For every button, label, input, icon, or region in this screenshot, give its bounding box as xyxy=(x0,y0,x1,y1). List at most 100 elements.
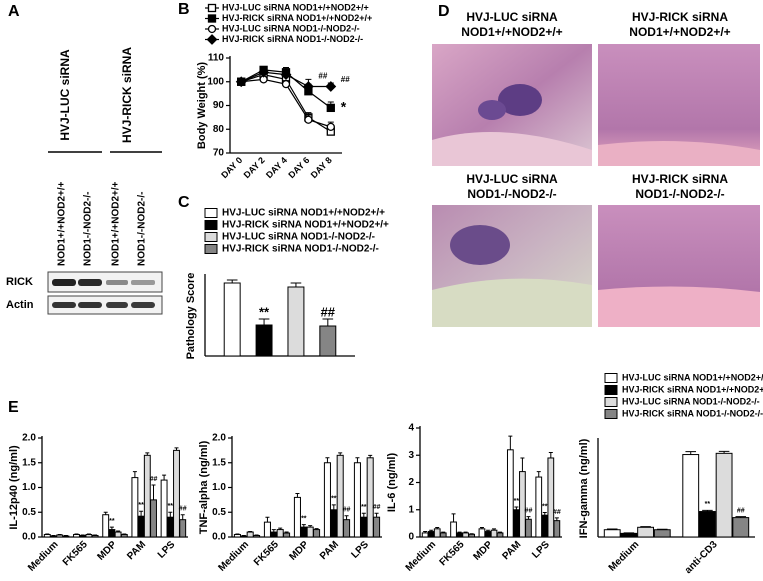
bar xyxy=(468,533,476,538)
bar xyxy=(160,479,168,538)
y-tick-label: 0.0 xyxy=(212,532,226,543)
panel-label: A xyxy=(8,3,20,20)
bar xyxy=(421,532,429,538)
bar xyxy=(653,529,671,538)
bar xyxy=(79,535,87,538)
group-label: HVJ-RICK siRNA xyxy=(120,47,134,143)
bar xyxy=(698,511,716,538)
y-tick-label: 0.5 xyxy=(22,507,36,518)
error-bar xyxy=(485,529,490,532)
bar xyxy=(293,496,301,538)
bar xyxy=(366,457,374,538)
legend-label: HVJ-LUC siRNA NOD1+/+NOD2+/+ xyxy=(622,372,763,382)
bar xyxy=(462,532,469,538)
bar xyxy=(319,325,337,357)
y-tick-label: 1.5 xyxy=(212,457,226,468)
x-tick-label: anti-CD3 xyxy=(683,539,720,576)
y-axis-label: IL-12p40 (ng/ml) xyxy=(8,445,20,530)
annotation: ** xyxy=(138,502,144,509)
x-tick-label: MDP xyxy=(95,539,119,563)
marker xyxy=(207,3,217,13)
error-bar xyxy=(344,515,349,520)
legend-swatch xyxy=(204,220,218,230)
error-bar xyxy=(451,513,456,523)
error-bar xyxy=(322,318,334,326)
bar xyxy=(732,517,750,538)
y-tick-label: 0 xyxy=(408,532,414,543)
annotation: ## xyxy=(179,506,187,513)
bar xyxy=(43,534,51,538)
error-bar xyxy=(479,526,484,529)
error-bar xyxy=(423,531,428,533)
bar xyxy=(253,535,261,538)
error-bar xyxy=(331,504,336,510)
bar xyxy=(323,462,331,538)
error-bar xyxy=(338,452,343,456)
legend-swatch xyxy=(204,232,218,242)
annotation: ** xyxy=(168,503,174,510)
marker xyxy=(207,24,217,34)
bar xyxy=(300,526,308,538)
x-tick-label: MDP xyxy=(471,539,495,563)
error-bar xyxy=(542,511,547,516)
x-tick-label: DAY 6 xyxy=(286,155,311,180)
image-title: NOD1+/+NOD2+/+ xyxy=(461,25,562,39)
image-title: HVJ-LUC siRNA xyxy=(466,10,558,24)
legend-swatch xyxy=(604,385,618,395)
y-tick-label: 1.0 xyxy=(22,482,36,493)
error-bar xyxy=(702,509,713,512)
lane-label: NOD1+/+NOD2+/+ xyxy=(111,181,122,266)
error-bar xyxy=(498,531,503,533)
error-bar xyxy=(469,533,474,535)
error-bar xyxy=(463,531,468,533)
legend-label: HVJ-LUC siRNA NOD1-/-NOD2-/- xyxy=(222,232,375,243)
x-tick-label: LPS xyxy=(530,539,552,561)
annotation: ## xyxy=(553,509,561,516)
error-bar xyxy=(314,528,319,530)
error-bar xyxy=(295,492,300,498)
y-tick-label: 80 xyxy=(213,124,225,135)
error-bar xyxy=(718,450,730,454)
annotation: ** xyxy=(705,501,711,508)
x-tick-label: DAY 4 xyxy=(264,155,289,180)
error-bar xyxy=(361,512,366,518)
error-bar xyxy=(520,457,525,472)
error-bar xyxy=(103,511,108,515)
blot-row-label: Actin xyxy=(6,299,34,311)
annotation: * xyxy=(341,99,347,115)
bar xyxy=(263,521,271,538)
marker xyxy=(207,14,217,23)
annotation: ## xyxy=(343,507,351,514)
bar xyxy=(484,531,492,538)
bar xyxy=(490,529,498,538)
error-bar xyxy=(139,510,144,517)
bar xyxy=(541,514,549,538)
bar xyxy=(496,532,504,538)
y-tick-label: 1.0 xyxy=(212,482,226,493)
annotation: ## xyxy=(525,507,533,514)
y-tick-label: 0.0 xyxy=(22,532,36,543)
marker xyxy=(235,76,247,88)
legend-label: HVJ-RICK siRNA NOD1-/-NOD2-/- xyxy=(222,244,379,255)
marker xyxy=(206,34,218,45)
legend-swatch xyxy=(604,409,618,419)
x-tick-label: PAM xyxy=(125,539,148,562)
bar xyxy=(102,514,110,538)
error-bar xyxy=(355,457,360,463)
lane-label: NOD1-/-NOD2-/- xyxy=(137,192,148,266)
legend-label: HVJ-RICK siRNA NOD1-/-NOD2-/- xyxy=(622,408,763,418)
x-tick-label: DAY 8 xyxy=(309,155,334,180)
error-bar xyxy=(457,531,462,533)
x-tick-label: DAY 2 xyxy=(242,155,267,180)
y-tick-label: 2.0 xyxy=(212,433,226,444)
bar xyxy=(114,531,122,538)
y-axis-label: IL-6 (ng/ml) xyxy=(386,453,398,513)
legend-label: HVJ-LUC siRNA NOD1-/-NOD2-/- xyxy=(222,23,360,33)
annotation: ** xyxy=(259,304,270,319)
y-axis-label: IFN-gamma (ng/ml) xyxy=(578,438,590,538)
annotation: ** xyxy=(301,515,307,522)
y-tick-label: 90 xyxy=(213,100,225,111)
y-tick-label: 0.5 xyxy=(212,507,226,518)
error-bar xyxy=(308,525,313,528)
bar xyxy=(373,516,381,538)
